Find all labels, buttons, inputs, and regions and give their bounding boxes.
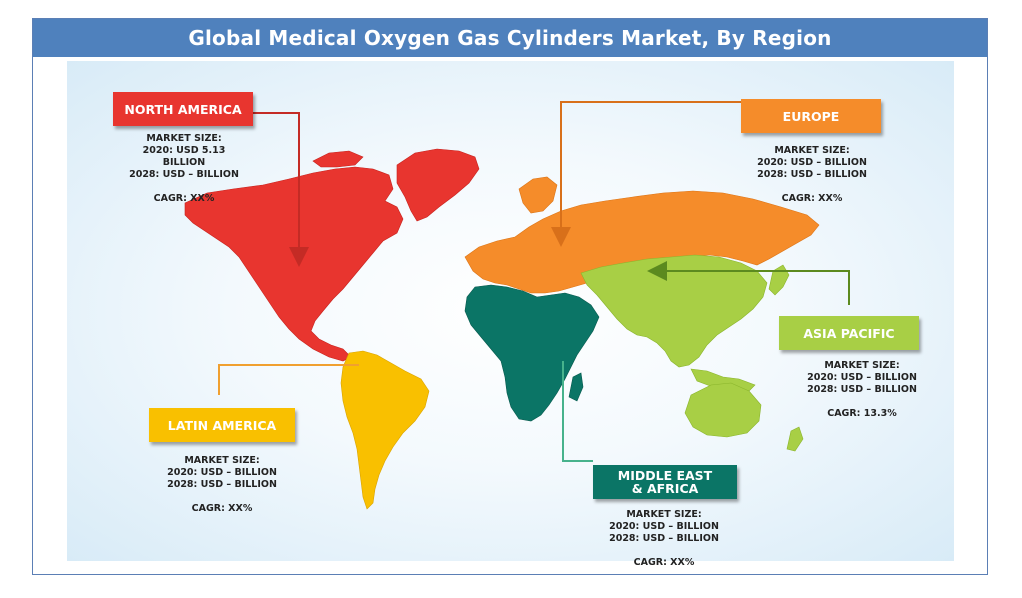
- asia-pacific-cagr: CAGR: 13.3%: [827, 408, 897, 419]
- europe-2028: 2028: USD – BILLION: [757, 169, 867, 180]
- region-label-latin-america: LATIN AMERICA: [149, 408, 295, 442]
- north-america-2020-unit: BILLION: [162, 157, 206, 168]
- middle-east-africa-2020: 2020: USD – BILLION: [609, 521, 719, 532]
- europe-cagr: CAGR: XX%: [781, 193, 843, 204]
- asia-pacific-2028: 2028: USD – BILLION: [807, 384, 917, 395]
- page-title: Global Medical Oxygen Gas Cylinders Mark…: [33, 19, 987, 57]
- north-america-2028: 2028: USD – BILLION: [129, 169, 239, 180]
- north-america-market-size-label: MARKET SIZE:: [146, 133, 222, 144]
- latin-america-market-size-label: MARKET SIZE:: [184, 455, 260, 466]
- region-label-europe: EUROPE: [741, 99, 881, 133]
- middle-east-africa-market-size-label: MARKET SIZE:: [626, 509, 702, 520]
- middle-east-africa-label-line1: MIDDLE EAST: [617, 468, 713, 483]
- map-area: NORTH AMERICA MARKET SIZE: 2020: USD 5.1…: [67, 61, 954, 568]
- asia-pacific-market-size-label: MARKET SIZE:: [824, 360, 900, 371]
- asia-pacific-label: ASIA PACIFIC: [803, 325, 895, 341]
- north-america-2020: 2020: USD 5.13: [142, 145, 226, 156]
- region-label-north-america: NORTH AMERICA: [113, 92, 253, 126]
- latin-america-info: MARKET SIZE: 2020: USD – BILLION 2028: U…: [157, 455, 287, 515]
- region-label-asia-pacific: ASIA PACIFIC: [779, 316, 919, 350]
- middle-east-africa-2028: 2028: USD – BILLION: [609, 533, 719, 544]
- region-shape-greenland: [396, 148, 480, 222]
- north-america-label: NORTH AMERICA: [124, 101, 242, 117]
- europe-market-size-label: MARKET SIZE:: [774, 145, 850, 156]
- region-shape-australia: [684, 382, 762, 438]
- north-america-info: MARKET SIZE: 2020: USD 5.13 BILLION 2028…: [119, 133, 249, 205]
- region-shape-madagascar: [568, 372, 584, 402]
- region-shape-middle-east-africa: [464, 284, 600, 422]
- middle-east-africa-info: MARKET SIZE: 2020: USD – BILLION 2028: U…: [599, 509, 729, 569]
- connector-middle-east-africa: [562, 361, 593, 462]
- connector-europe: [551, 101, 741, 247]
- region-shape-japan: [768, 264, 790, 296]
- region-shape-europe: [464, 190, 820, 294]
- region-shape-new-zealand: [786, 426, 804, 452]
- region-shape-scandinavia: [518, 176, 558, 214]
- chart-frame: Global Medical Oxygen Gas Cylinders Mark…: [32, 18, 988, 575]
- region-label-middle-east-africa: MIDDLE EAST & AFRICA: [593, 465, 737, 499]
- latin-america-cagr: CAGR: XX%: [191, 503, 253, 514]
- connector-north-america: [253, 112, 309, 267]
- latin-america-2020: 2020: USD – BILLION: [167, 467, 277, 478]
- asia-pacific-2020: 2020: USD – BILLION: [807, 372, 917, 383]
- asia-pacific-info: MARKET SIZE: 2020: USD – BILLION 2028: U…: [797, 360, 927, 420]
- europe-label: EUROPE: [782, 108, 840, 124]
- connector-latin-america: [218, 364, 359, 395]
- world-map: [184, 101, 850, 510]
- latin-america-label: LATIN AMERICA: [167, 417, 277, 433]
- region-shape-latin-america: [340, 350, 430, 510]
- europe-info: MARKET SIZE: 2020: USD – BILLION 2028: U…: [747, 145, 877, 205]
- latin-america-2028: 2028: USD – BILLION: [167, 479, 277, 490]
- north-america-cagr: CAGR: XX%: [153, 193, 215, 204]
- region-shape-asia-pacific: [580, 254, 768, 368]
- region-shape-arctic-islands: [312, 150, 364, 168]
- middle-east-africa-cagr: CAGR: XX%: [633, 557, 695, 568]
- middle-east-africa-label-line2: & AFRICA: [631, 481, 699, 496]
- europe-2020: 2020: USD – BILLION: [757, 157, 867, 168]
- connector-asia-pacific: [647, 261, 850, 305]
